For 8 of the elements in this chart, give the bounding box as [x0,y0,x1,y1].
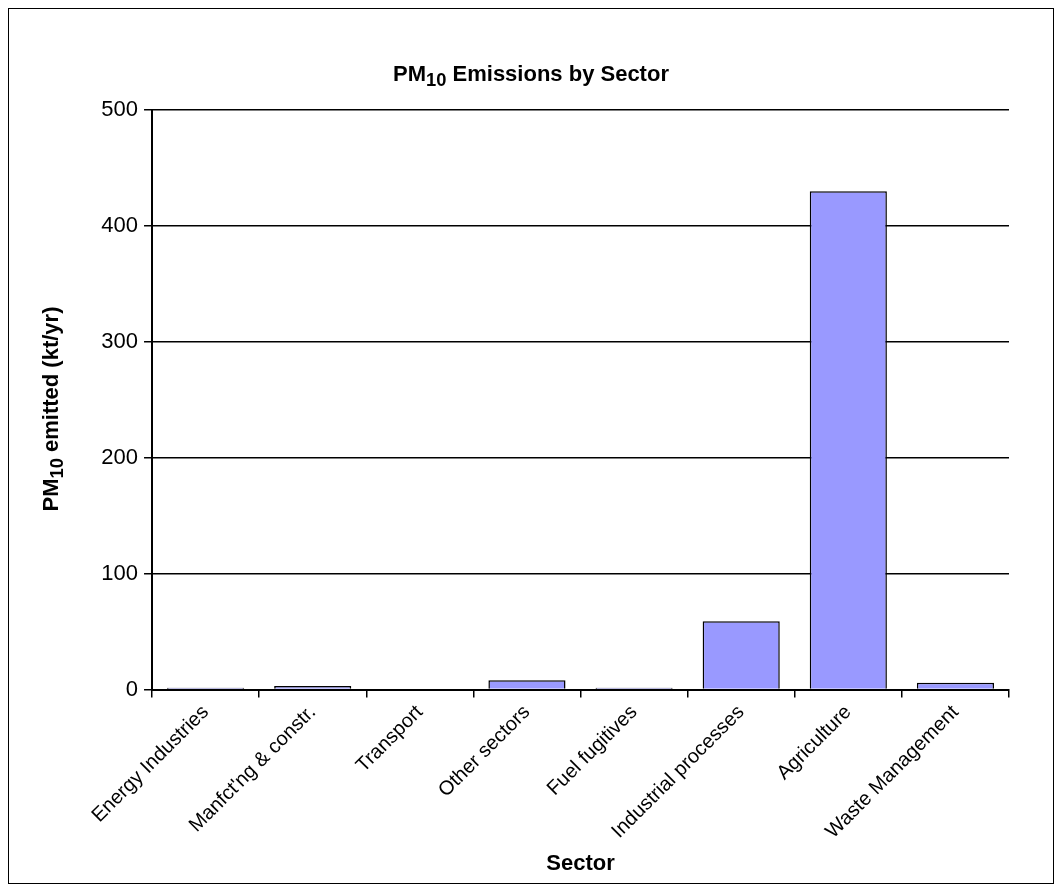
x-axis-title: Sector [546,849,616,875]
y-tick-label: 0 [125,675,139,701]
chart-title: PM$_{10}$ Emissions by Sector [392,61,670,92]
y-tick-label: 100 [101,559,139,585]
y-tick-label: 400 [101,212,139,238]
y-tick-label: 500 [101,96,139,122]
y-tick-label: 200 [101,443,139,469]
y-tick-label: 300 [101,328,139,354]
